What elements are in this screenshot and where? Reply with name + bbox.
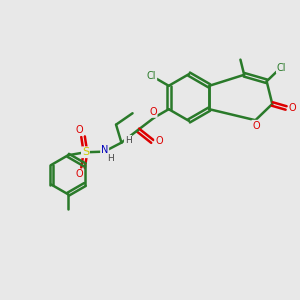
Text: O: O (289, 103, 296, 113)
Text: H: H (125, 136, 131, 145)
Text: O: O (76, 169, 83, 179)
Text: N: N (101, 146, 108, 155)
Text: O: O (155, 136, 163, 146)
Text: O: O (149, 107, 157, 117)
Text: H: H (107, 154, 113, 163)
Text: Cl: Cl (277, 63, 286, 73)
Text: O: O (252, 121, 260, 130)
Text: O: O (76, 125, 83, 135)
Text: Cl: Cl (147, 70, 156, 81)
Text: S: S (82, 147, 89, 157)
